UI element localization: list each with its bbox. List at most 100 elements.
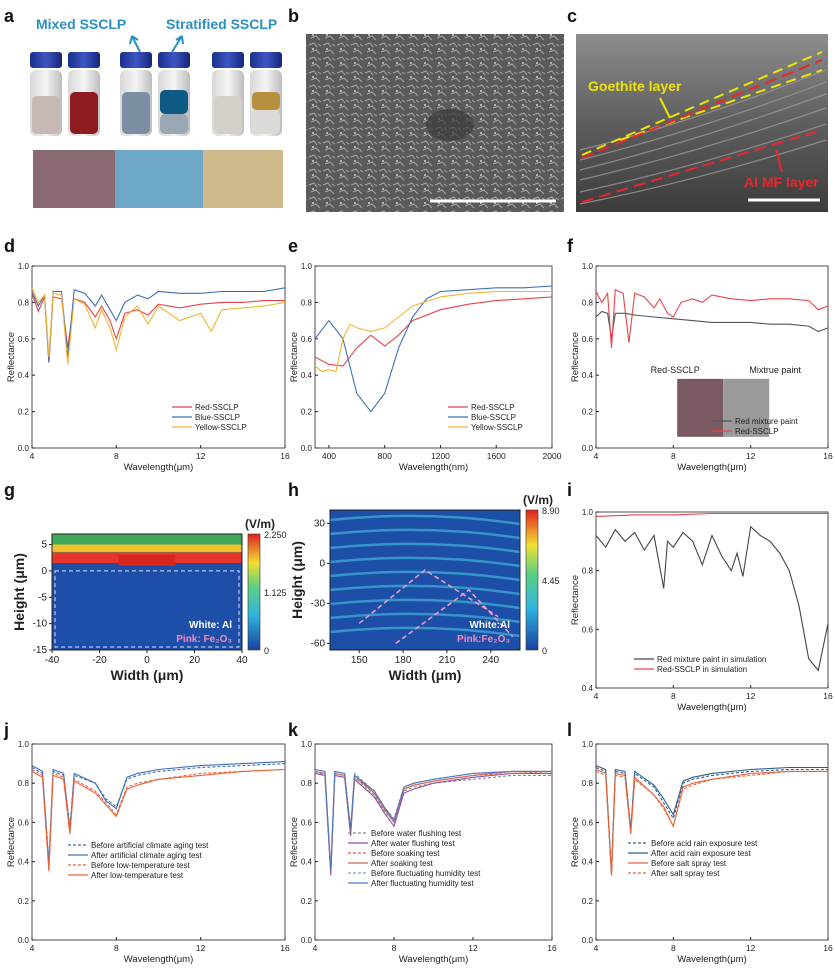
series-line-j-3 — [31, 768, 286, 872]
legend-label: Before water flushing test — [371, 829, 462, 838]
y-tick-label: -10 — [33, 619, 48, 630]
y-tick-label: 0.6 — [18, 818, 30, 827]
panel-label-f: f — [567, 236, 573, 256]
series-line-l-0 — [595, 766, 828, 874]
series-line-d-2 — [31, 287, 286, 365]
y-tick-label: 0.2 — [301, 408, 313, 417]
panel-label-j: j — [4, 720, 10, 740]
x-tick-label: 12 — [196, 943, 206, 953]
al-boundary-g — [54, 570, 240, 648]
y-tick-label: 5 — [41, 540, 47, 551]
x-tick-label: 4 — [594, 943, 599, 953]
colorbar-unit: (V/m) — [245, 517, 275, 531]
y-tick-label: 0.8 — [582, 567, 594, 576]
y-tick-label: 0.6 — [301, 335, 313, 344]
y-tick-label: 0.2 — [582, 408, 594, 417]
plot-frame-e — [314, 265, 553, 449]
legend-label: After salt spray test — [651, 869, 720, 878]
y-tick-label: 0.0 — [582, 444, 594, 453]
y-tick-label: 1.0 — [18, 740, 30, 749]
y-axis-label: Reflectance — [289, 817, 300, 867]
x-tick-label: 1200 — [431, 451, 450, 461]
x-tick-label: -20 — [92, 655, 107, 666]
y-axis-label: Reflectance — [570, 332, 581, 382]
y-tick-label: 0.4 — [582, 371, 594, 380]
x-tick-label: 8 — [671, 691, 676, 701]
panel-label-c: c — [567, 6, 578, 26]
y-tick-label: 0.0 — [582, 936, 594, 945]
x-tick-label: 16 — [823, 943, 833, 953]
y-tick-label: 1.0 — [301, 740, 313, 749]
inset-label-red: Red-SSCLP — [651, 365, 700, 375]
panel-label-i: i — [567, 480, 573, 500]
fe2o3-boundary-h2 — [395, 589, 514, 644]
legend-label: After low-temperature test — [91, 871, 184, 880]
field-wave — [329, 598, 521, 610]
field-band-warm — [52, 544, 242, 552]
annotation-al: White:Al — [469, 620, 510, 631]
y-tick-label: 1.0 — [582, 262, 594, 271]
field-wave — [329, 542, 521, 554]
heatmap-h — [329, 509, 521, 651]
x-tick-label: 20 — [189, 655, 201, 666]
legend-label: Red-SSCLP — [735, 427, 779, 436]
x-tick-label: 0 — [144, 655, 150, 666]
inset-swatch-mix — [723, 378, 770, 437]
x-tick-label: 180 — [395, 655, 412, 666]
x-tick-label: 40 — [236, 655, 248, 666]
y-tick-label: 0.8 — [18, 779, 30, 788]
legend-label: Before fluctuating humidity test — [371, 869, 481, 878]
legend-label: Red-SSCLP — [195, 403, 239, 412]
y-axis-label: Height (μm) — [289, 541, 305, 619]
y-tick-label: 0.2 — [18, 897, 30, 906]
colorbar-tick-label: 8.90 — [542, 506, 560, 516]
y-tick-label: 0.2 — [582, 897, 594, 906]
stratified-ssclp-label: Stratified SSCLP — [166, 16, 278, 32]
plot-frame-h — [329, 509, 521, 651]
series-line-l-3 — [595, 770, 828, 876]
x-tick-label: 16 — [547, 943, 557, 953]
y-tick-label: 0.6 — [582, 625, 594, 634]
y-tick-label: 1.0 — [301, 262, 313, 271]
x-tick-label: 4 — [30, 943, 35, 953]
x-tick-label: 12 — [746, 451, 756, 461]
y-axis-label: Reflectance — [6, 332, 17, 382]
colorbar-g — [247, 533, 261, 651]
x-tick-label: 800 — [378, 451, 392, 461]
x-tick-label: 8 — [114, 943, 119, 953]
y-tick-label: -60 — [311, 638, 326, 649]
y-tick-label: 0.0 — [18, 936, 30, 945]
series-line-f-1 — [595, 288, 829, 348]
legend-label: Yellow-SSCLP — [471, 423, 523, 432]
x-tick-label: 8 — [114, 451, 119, 461]
y-tick-label: 1.0 — [582, 740, 594, 749]
panel-label-a: a — [4, 6, 15, 26]
x-tick-label: 16 — [280, 943, 290, 953]
x-tick-label: 12 — [746, 691, 756, 701]
y-axis-label: Reflectance — [570, 817, 581, 867]
legend-label: After water flushing test — [371, 839, 455, 848]
series-line-i-0 — [595, 525, 829, 672]
field-wave — [329, 528, 521, 540]
y-tick-label: 0.4 — [582, 684, 594, 693]
x-axis-label: Wavelength(μm) — [399, 954, 469, 965]
al-mf-layer-label: Al MF layer — [744, 174, 819, 190]
field-wave — [329, 570, 521, 582]
colorbar-h — [525, 509, 539, 651]
heatmap-g — [51, 533, 243, 651]
x-tick-label: 8 — [392, 943, 397, 953]
series-line-j-2 — [31, 768, 286, 870]
colorbar-tick-label: 2.250 — [264, 530, 287, 540]
colorbar-tick-label: 4.45 — [542, 576, 560, 586]
x-axis-label: Wavelength(μm) — [677, 702, 747, 713]
y-tick-label: 0.6 — [582, 818, 594, 827]
x-tick-label: 12 — [196, 451, 206, 461]
x-tick-label: 4 — [594, 691, 599, 701]
y-tick-label: 0.8 — [301, 298, 313, 307]
panel-label-k: k — [288, 720, 299, 740]
legend-label: Red-SSCLP in simulation — [657, 665, 747, 674]
y-tick-label: 0.4 — [301, 371, 313, 380]
fe2o3-boundary-h — [358, 569, 499, 624]
y-tick-label: 0.8 — [18, 298, 30, 307]
x-axis-label: Wavelength(nm) — [399, 462, 468, 473]
